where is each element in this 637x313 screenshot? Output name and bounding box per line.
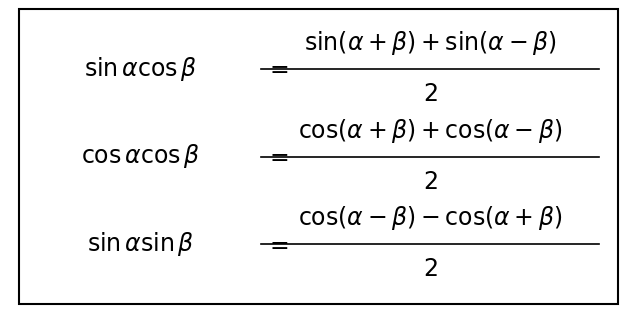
Text: $\cos\alpha\cos\beta$: $\cos\alpha\cos\beta$ (81, 142, 199, 171)
Text: $\cos(\alpha-\beta)-\cos(\alpha+\beta)$: $\cos(\alpha-\beta)-\cos(\alpha+\beta)$ (297, 204, 562, 233)
Text: $=$: $=$ (265, 233, 289, 256)
Text: $\sin\alpha\cos\beta$: $\sin\alpha\cos\beta$ (83, 55, 197, 83)
Text: $=$: $=$ (265, 145, 289, 168)
Text: $\sin\alpha\sin\beta$: $\sin\alpha\sin\beta$ (87, 230, 194, 258)
Text: $\sin(\alpha+\beta)+\sin(\alpha-\beta)$: $\sin(\alpha+\beta)+\sin(\alpha-\beta)$ (304, 29, 556, 57)
Text: $2$: $2$ (423, 171, 437, 194)
Text: $2$: $2$ (423, 83, 437, 106)
FancyBboxPatch shape (19, 9, 618, 304)
Text: $2$: $2$ (423, 258, 437, 281)
Text: $=$: $=$ (265, 57, 289, 80)
Text: $\cos(\alpha+\beta)+\cos(\alpha-\beta)$: $\cos(\alpha+\beta)+\cos(\alpha-\beta)$ (297, 117, 562, 145)
